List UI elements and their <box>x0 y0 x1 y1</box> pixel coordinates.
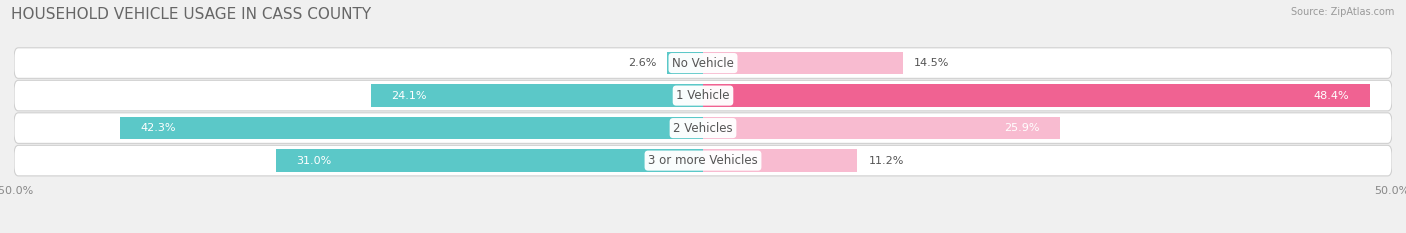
Text: 25.9%: 25.9% <box>1004 123 1039 133</box>
Bar <box>668 52 703 75</box>
FancyBboxPatch shape <box>14 80 1392 111</box>
Text: 2 Vehicles: 2 Vehicles <box>673 122 733 135</box>
Text: 14.5%: 14.5% <box>914 58 949 68</box>
Text: 31.0%: 31.0% <box>297 156 332 166</box>
Bar <box>371 84 703 107</box>
Text: 24.1%: 24.1% <box>392 91 427 101</box>
Bar <box>703 84 1369 107</box>
FancyBboxPatch shape <box>14 48 1392 78</box>
Text: 48.4%: 48.4% <box>1313 91 1350 101</box>
Bar <box>703 117 1060 140</box>
Text: 3 or more Vehicles: 3 or more Vehicles <box>648 154 758 167</box>
Text: 42.3%: 42.3% <box>141 123 176 133</box>
Bar <box>120 117 703 140</box>
Bar <box>276 149 703 172</box>
Text: 11.2%: 11.2% <box>869 156 904 166</box>
Bar <box>703 149 858 172</box>
Text: 2.6%: 2.6% <box>627 58 657 68</box>
FancyBboxPatch shape <box>14 145 1392 176</box>
Bar <box>703 52 903 75</box>
FancyBboxPatch shape <box>14 113 1392 143</box>
Text: 1 Vehicle: 1 Vehicle <box>676 89 730 102</box>
Text: Source: ZipAtlas.com: Source: ZipAtlas.com <box>1291 7 1395 17</box>
Text: No Vehicle: No Vehicle <box>672 57 734 70</box>
Text: HOUSEHOLD VEHICLE USAGE IN CASS COUNTY: HOUSEHOLD VEHICLE USAGE IN CASS COUNTY <box>11 7 371 22</box>
